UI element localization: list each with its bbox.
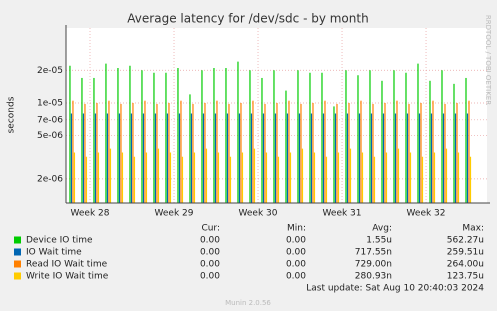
legend-label: Read IO Wait time bbox=[26, 260, 108, 270]
legend-stat: 0.00 bbox=[200, 260, 220, 270]
x-tick-label: Week 32 bbox=[407, 209, 446, 219]
legend-stat: 259.51u bbox=[447, 248, 484, 258]
legend-swatch bbox=[14, 272, 21, 280]
legend-label: IO Wait time bbox=[26, 248, 82, 258]
last-update: Last update: Sat Aug 10 20:40:03 2024 bbox=[306, 284, 484, 294]
x-tick-label: Week 30 bbox=[239, 209, 278, 219]
legend-stat: 264.00u bbox=[447, 260, 484, 270]
legend-stat: 0.00 bbox=[286, 272, 306, 282]
legend-stat: 280.93n bbox=[355, 272, 392, 282]
legend-stat: 1.55u bbox=[366, 236, 392, 246]
legend-stat: 562.27u bbox=[447, 236, 484, 246]
legend-stat: 729.00n bbox=[355, 260, 392, 270]
legend-swatch bbox=[14, 236, 21, 244]
y-tick-label: 5e-06 bbox=[37, 131, 63, 141]
column-header: Min: bbox=[287, 224, 306, 234]
chart-title: Average latency for /dev/sdc - by month bbox=[127, 12, 368, 26]
legend-stat: 0.00 bbox=[286, 248, 306, 258]
legend-stat: 0.00 bbox=[286, 260, 306, 270]
legend-label: Write IO Wait time bbox=[26, 272, 109, 282]
legend-label: Device IO time bbox=[26, 236, 93, 246]
legend-stat: 0.00 bbox=[200, 272, 220, 282]
y-tick-label: 2e-06 bbox=[37, 174, 63, 184]
legend-stat: 0.00 bbox=[286, 236, 306, 246]
column-header: Max: bbox=[462, 224, 484, 234]
legend-stat: 0.00 bbox=[200, 248, 220, 258]
y-tick-label: 7e-06 bbox=[37, 115, 63, 125]
legend-swatch bbox=[14, 260, 21, 268]
legend-stat: 123.75u bbox=[447, 272, 484, 282]
footer: Munin 2.0.56 bbox=[225, 299, 271, 307]
x-tick-label: Week 28 bbox=[71, 209, 110, 219]
column-header: Avg: bbox=[372, 224, 392, 234]
legend-swatch bbox=[14, 248, 21, 256]
column-header: Cur: bbox=[201, 224, 220, 234]
y-tick-label: 1e-05 bbox=[37, 98, 63, 108]
y-tick-label: 2e-05 bbox=[37, 66, 63, 76]
watermark: RRDTOOL / TOBI OETIKER bbox=[484, 15, 492, 105]
legend-stat: 0.00 bbox=[200, 236, 220, 246]
legend-stat: 717.55n bbox=[355, 248, 392, 258]
x-tick-label: Week 29 bbox=[155, 209, 194, 219]
x-tick-label: Week 31 bbox=[323, 209, 362, 219]
y-axis-label: seconds bbox=[7, 96, 17, 133]
